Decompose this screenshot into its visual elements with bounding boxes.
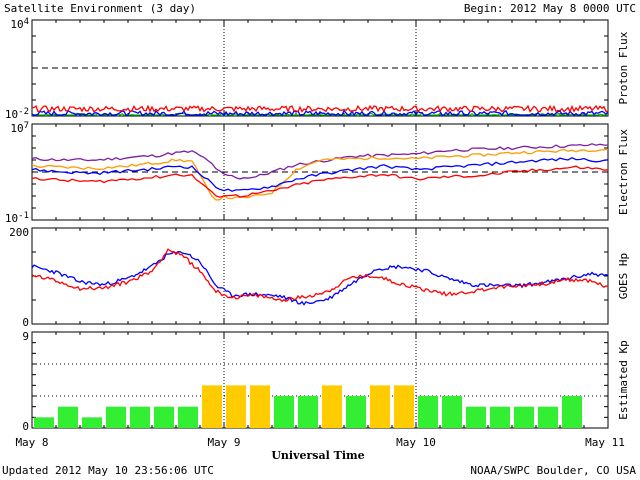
panel-3: GOES Hp (31, 227, 630, 325)
xtick-label: May 9 (207, 436, 240, 449)
kp-bar (58, 406, 78, 428)
y-axis-label: Proton Flux (617, 31, 630, 104)
proton-series-2 (31, 109, 609, 117)
kp-bar (418, 396, 438, 428)
kp-bar (202, 385, 222, 428)
kp-bar (250, 385, 270, 428)
proton-series-1 (31, 104, 608, 114)
kp-bar (346, 396, 366, 428)
xtick-label: May 11 (585, 436, 625, 449)
panel-1: Proton Flux (31, 19, 630, 117)
kp-bar (394, 385, 414, 428)
ytick-label: 10-1 (5, 211, 29, 225)
ytick-label: 9 (22, 330, 29, 343)
updated-timestamp: Updated 2012 May 10 23:56:06 UTC (2, 464, 214, 477)
panel-frame (31, 227, 609, 325)
electron-series-3 (31, 156, 609, 192)
kp-bar (130, 406, 150, 428)
kp-bar (466, 406, 486, 428)
y-axis-label: Electron Flux (617, 129, 630, 215)
kp-bar (322, 385, 342, 428)
xtick-label: May 10 (396, 436, 436, 449)
kp-bar (226, 385, 246, 428)
y-axis-label: GOES Hp (617, 253, 630, 299)
kp-bar (154, 406, 174, 428)
kp-bar (178, 406, 198, 428)
kp-bar (490, 406, 510, 428)
ytick-label: 200 (9, 226, 29, 239)
begin-date: Begin: 2012 May 8 0000 UTC (464, 2, 636, 15)
panel-frame (31, 19, 609, 117)
electron-series-4 (31, 165, 609, 198)
x-axis-label: Universal Time (271, 449, 364, 462)
kp-bar (298, 396, 318, 428)
kp-bar (34, 417, 54, 428)
panel-4: Estimated Kp (31, 331, 630, 429)
panel-2: Electron Flux (31, 123, 630, 221)
kp-bar (82, 417, 102, 428)
kp-bar (442, 396, 462, 428)
ytick-label: 104 (10, 17, 29, 31)
kp-bar (370, 385, 390, 428)
xtick-label: May 8 (15, 436, 48, 449)
ytick-label: 107 (10, 121, 29, 135)
kp-bar (274, 396, 294, 428)
ytick-label: 0 (22, 420, 29, 433)
electron-series-2 (31, 148, 609, 201)
chart-title: Satellite Environment (3 day) (4, 2, 196, 15)
hp-series-2 (31, 248, 609, 303)
credit: NOAA/SWPC Boulder, CO USA (470, 464, 636, 477)
kp-bar (514, 406, 534, 428)
kp-bar (106, 406, 126, 428)
y-axis-label: Estimated Kp (617, 340, 630, 419)
kp-bar (538, 406, 558, 428)
panels: Proton Flux 104 10-2 Electron Flux 107 10-1 GO… (5, 17, 630, 433)
ytick-label: 10-2 (5, 107, 29, 121)
ytick-label: 0 (22, 316, 29, 329)
kp-bar (562, 396, 582, 428)
hp-series-1 (31, 250, 609, 306)
